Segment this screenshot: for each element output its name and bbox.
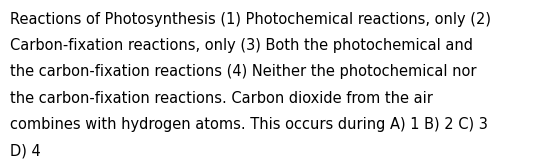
Text: combines with hydrogen atoms. This occurs during A) 1 B) 2 C) 3: combines with hydrogen atoms. This occur… (10, 117, 488, 132)
Text: Carbon-fixation reactions, only (3) Both the photochemical and: Carbon-fixation reactions, only (3) Both… (10, 38, 473, 53)
Text: the carbon-fixation reactions. Carbon dioxide from the air: the carbon-fixation reactions. Carbon di… (10, 91, 433, 106)
Text: D) 4: D) 4 (10, 144, 41, 159)
Text: the carbon-fixation reactions (4) Neither the photochemical nor: the carbon-fixation reactions (4) Neithe… (10, 64, 477, 79)
Text: Reactions of Photosynthesis (1) Photochemical reactions, only (2): Reactions of Photosynthesis (1) Photoche… (10, 12, 491, 27)
